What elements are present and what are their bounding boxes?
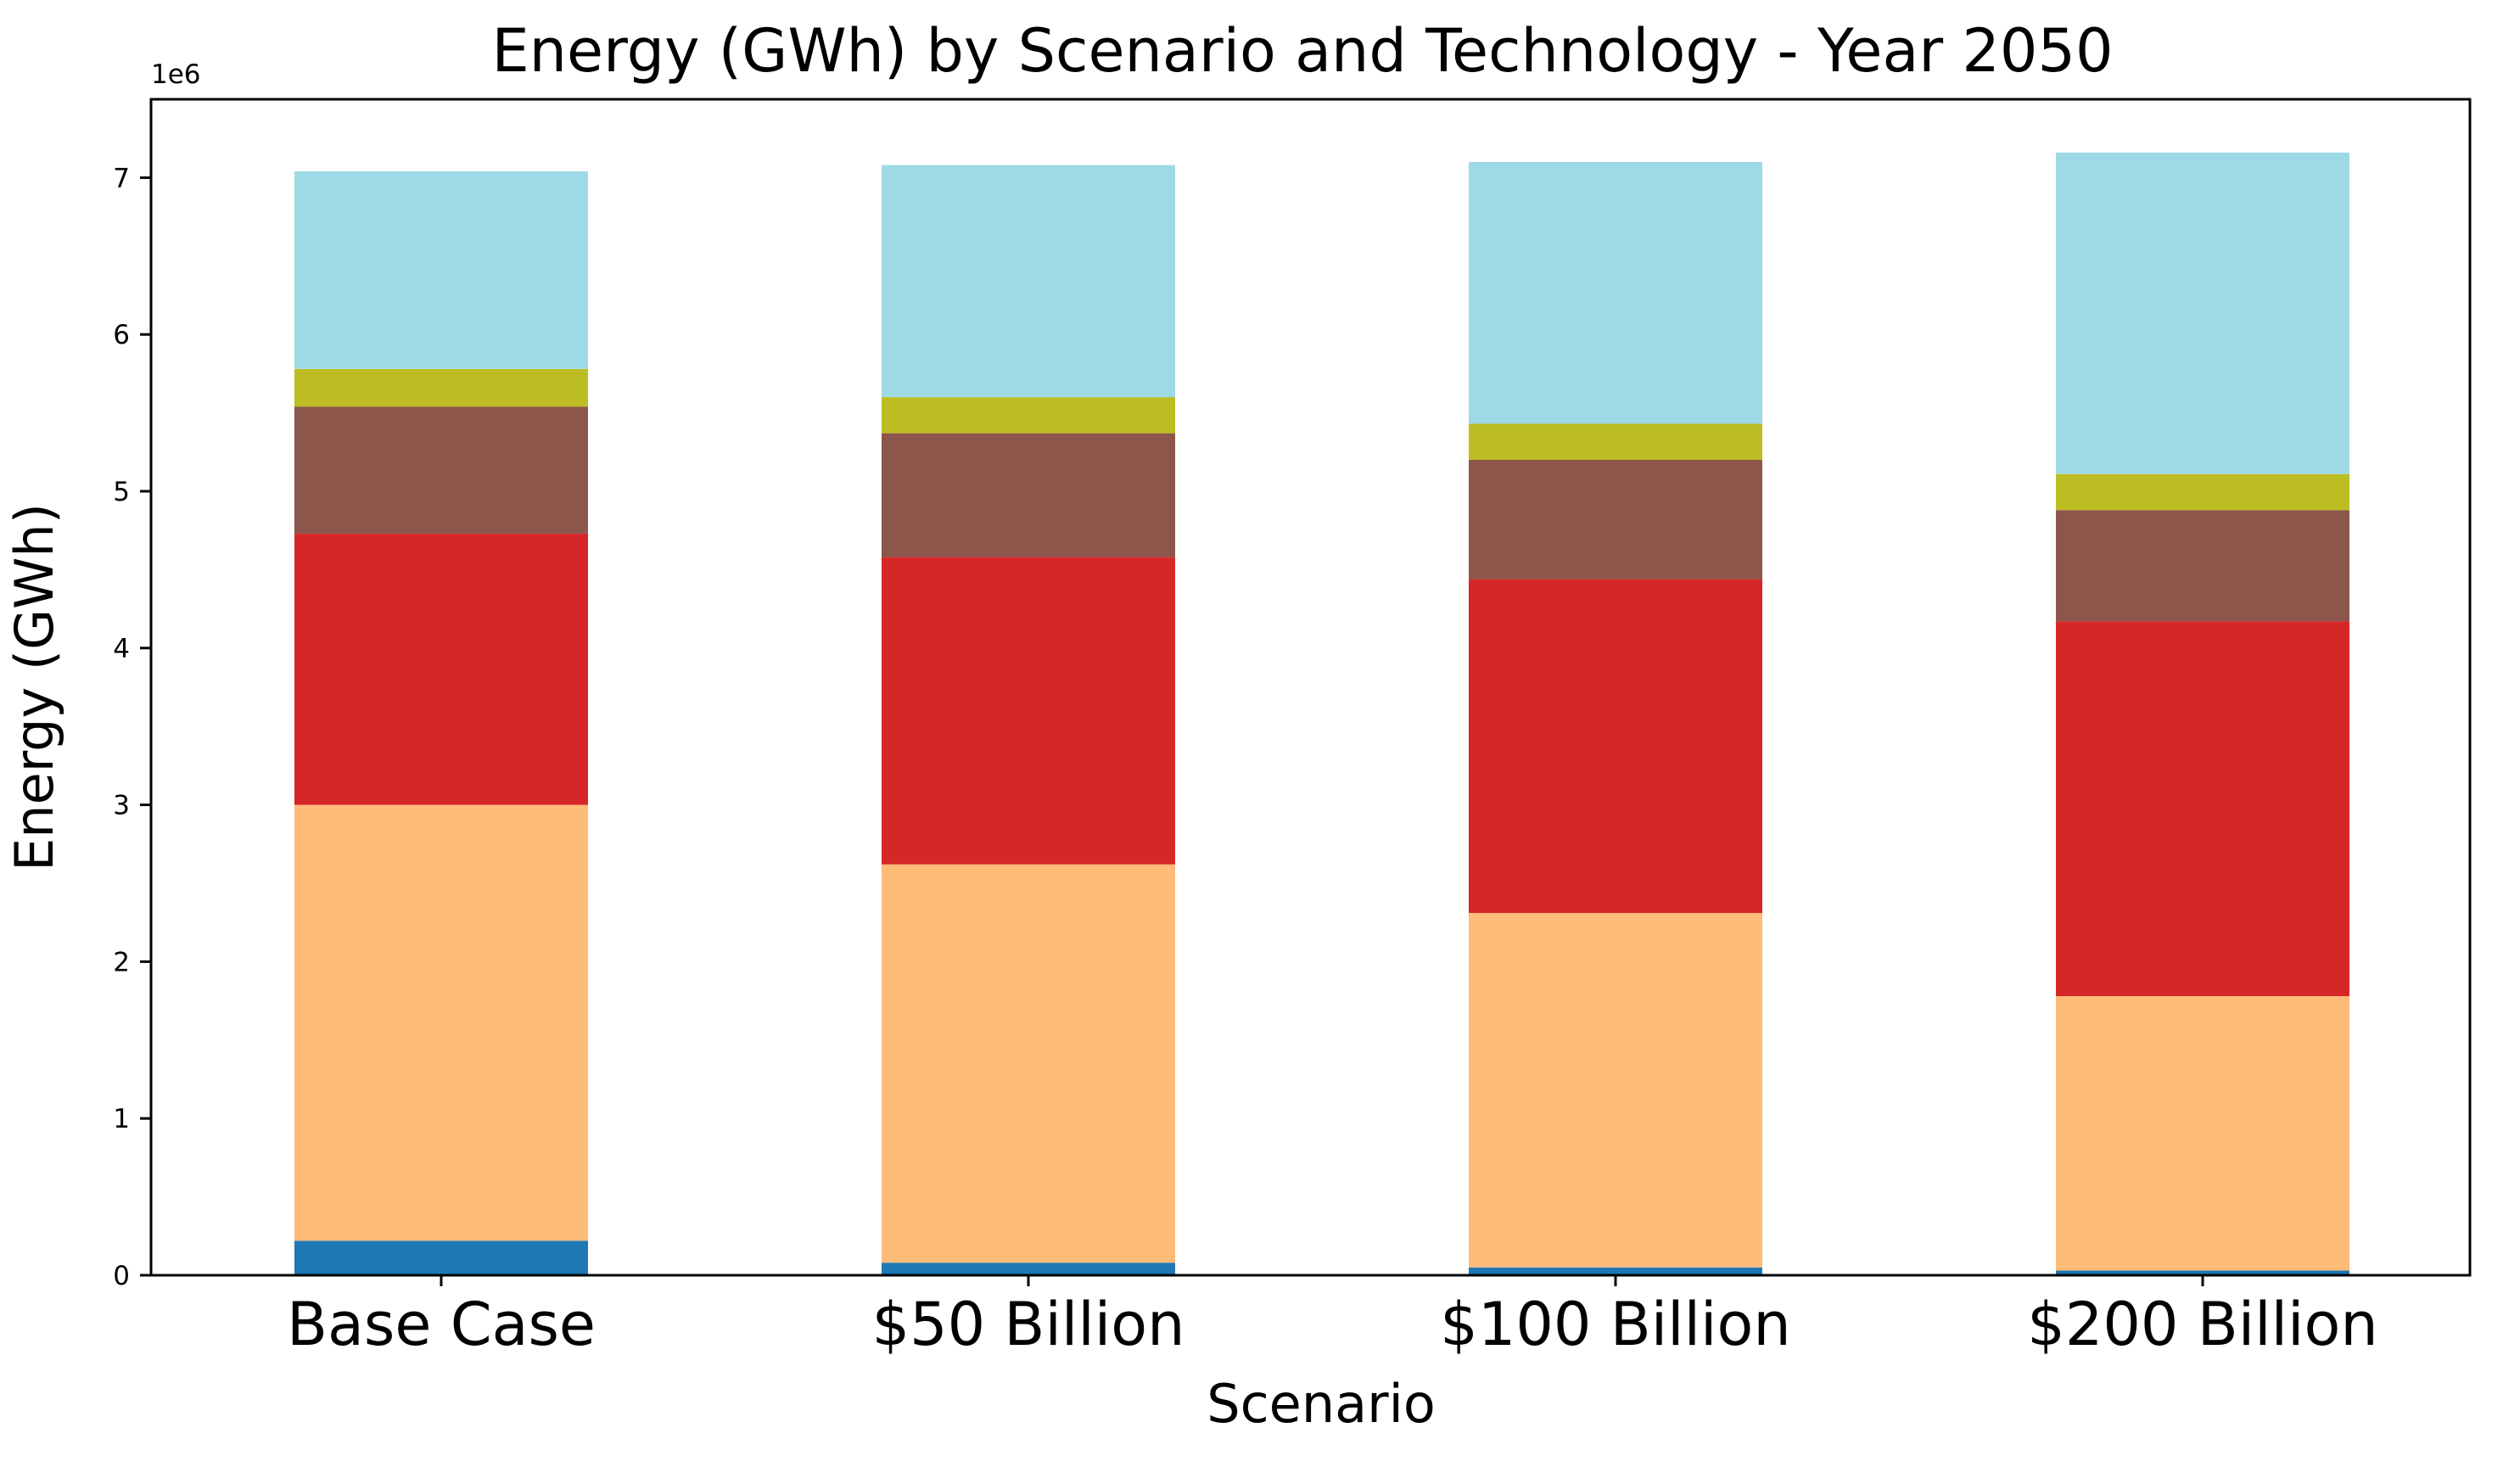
bar-segment xyxy=(1469,460,1762,580)
x-tick-label: $50 Billion xyxy=(872,1290,1185,1359)
y-tick-label: 5 xyxy=(113,477,130,507)
bar-segment xyxy=(2056,1270,2349,1275)
y-axis-ticks: 0 1 2 3 4 5 6 7 xyxy=(113,163,151,1291)
bar-segment xyxy=(1469,161,1762,424)
bar-segment xyxy=(2056,473,2349,511)
bar-segment xyxy=(294,1240,588,1275)
bar-segment xyxy=(882,165,1175,398)
bar-segment xyxy=(294,406,588,534)
y-tick-label: 0 xyxy=(113,1261,130,1291)
bar-segment xyxy=(1469,913,1762,1268)
y-axis-offset-label: 1e6 xyxy=(151,59,201,90)
x-axis-label: Scenario xyxy=(1207,1373,1436,1435)
x-tick-label: $200 Billion xyxy=(2027,1290,2377,1359)
bar-segment xyxy=(294,533,588,805)
y-tick-label: 1 xyxy=(113,1104,130,1134)
bar-segment xyxy=(1469,423,1762,460)
y-tick-label: 6 xyxy=(113,320,130,350)
bar-segment xyxy=(1469,1267,1762,1275)
bar-segment xyxy=(294,171,588,369)
y-tick-label: 4 xyxy=(113,634,130,664)
bar-segment xyxy=(2056,996,2349,1271)
bar-segment xyxy=(882,397,1175,434)
bar-segment xyxy=(294,368,588,407)
bar-segment xyxy=(2056,152,2349,474)
x-tick-label: Base Case xyxy=(287,1290,596,1359)
y-axis-label: Energy (GWh) xyxy=(3,503,65,871)
plot-frame xyxy=(149,98,2472,1277)
bar-segment xyxy=(294,804,588,1241)
x-axis-ticks: Base Case $50 Billion $100 Billion $200 Bil… xyxy=(287,1275,2378,1359)
bar-segment xyxy=(882,1263,1175,1275)
y-tick-label: 3 xyxy=(113,791,130,821)
chart-title: Energy (GWh) by Scenario and Technology … xyxy=(491,16,2113,86)
bar-segment xyxy=(882,557,1175,865)
x-tick-label: $100 Billion xyxy=(1440,1290,1790,1359)
bar-segment xyxy=(2056,621,2349,997)
bar-segment xyxy=(882,433,1175,557)
bars-group xyxy=(294,152,2349,1275)
bar-segment xyxy=(882,864,1175,1263)
y-tick-label: 7 xyxy=(113,163,130,193)
bar-segment xyxy=(1469,579,1762,914)
bar-segment xyxy=(2056,510,2349,622)
y-tick-label: 2 xyxy=(113,947,130,977)
